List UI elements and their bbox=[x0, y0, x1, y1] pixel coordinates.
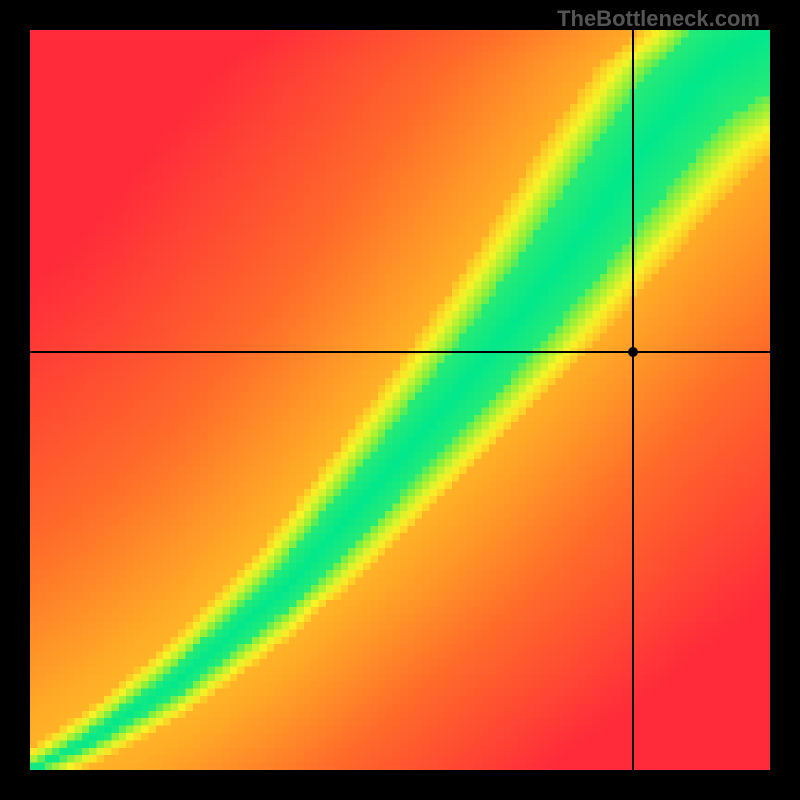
crosshair-horizontal-line bbox=[30, 351, 770, 353]
crosshair-marker-dot bbox=[628, 347, 638, 357]
heatmap-plot-area bbox=[30, 30, 770, 770]
watermark-text: TheBottleneck.com bbox=[557, 6, 760, 32]
bottleneck-heatmap bbox=[30, 30, 770, 770]
crosshair-vertical-line bbox=[632, 30, 634, 770]
